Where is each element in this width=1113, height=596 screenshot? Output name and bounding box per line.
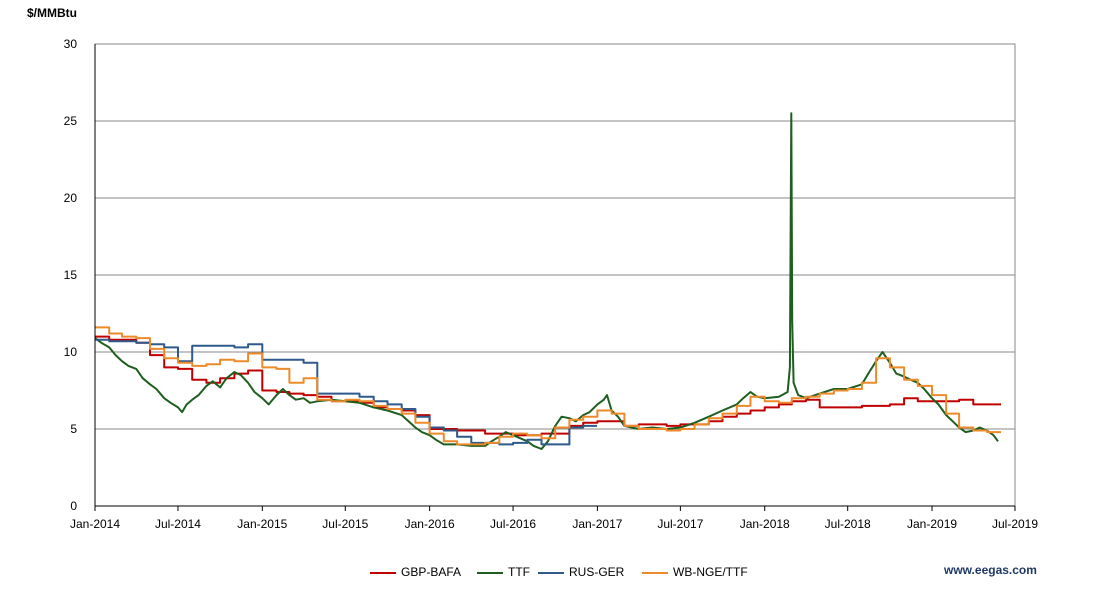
x-tick-label: Jul-2016	[490, 517, 536, 531]
legend-item: TTF	[477, 565, 530, 579]
x-tick-labels: Jan-2014 Jul-2014 Jan-2015 Jul-2015 Jan-2016…	[70, 517, 1038, 531]
legend-item: WB-NGE/TTF	[642, 565, 748, 579]
y-tick-label: 20	[64, 191, 78, 205]
legend-swatch	[477, 571, 503, 574]
axes	[94, 43, 1016, 511]
line-chart: 0 5 10 15 20 25 30 Jan-2014 Jul-2014 Jan-2015 Jul…	[64, 37, 1039, 531]
y-tick-label: 15	[64, 268, 78, 282]
x-tick-label: Jul-2014	[155, 517, 201, 531]
x-tick-label: Jan-2015	[237, 517, 287, 531]
legend-label: TTF	[508, 565, 530, 579]
legend-item: RUS-GER	[538, 565, 624, 579]
y-axis-label: $/MMBtu	[27, 6, 77, 20]
y-tick-label: 25	[64, 114, 78, 128]
series-line-gbp-bafa	[95, 335, 1001, 437]
x-tick-label: Jul-2017	[657, 517, 703, 531]
legend-label: WB-NGE/TTF	[673, 565, 748, 579]
y-tick-label: 0	[70, 499, 77, 513]
x-tick-label: Jul-2015	[322, 517, 368, 531]
legend: GBP-BAFA TTF RUS-GER WB-NGE/TTF	[0, 565, 1113, 581]
series-line-rus-ger	[95, 338, 598, 446]
y-tick-label: 10	[64, 345, 78, 359]
y-tick-label: 5	[70, 422, 77, 436]
x-tick-label: Jul-2019	[992, 517, 1038, 531]
legend-swatch	[538, 571, 564, 574]
x-tick-label: Jan-2014	[70, 517, 120, 531]
legend-label: RUS-GER	[569, 565, 625, 579]
series-line-wb-nge-ttf	[95, 326, 1001, 446]
x-tick-label: Jan-2017	[572, 517, 622, 531]
x-tick-label: Jan-2018	[740, 517, 790, 531]
legend-swatch	[642, 571, 668, 574]
y-tick-labels: 0 5 10 15 20 25 30	[64, 37, 78, 513]
y-tick-label: 30	[64, 37, 78, 51]
x-tick-label: Jul-2018	[825, 517, 871, 531]
series-lines	[94, 112, 1001, 450]
x-tick-label: Jan-2016	[405, 517, 455, 531]
legend-label: GBP-BAFA	[401, 565, 462, 579]
legend-item: GBP-BAFA	[370, 565, 461, 579]
source-label: www.eegas.com	[944, 563, 1037, 577]
x-tick-label: Jan-2019	[907, 517, 957, 531]
legend-swatch	[370, 571, 396, 574]
series-line-ttf	[94, 112, 999, 450]
